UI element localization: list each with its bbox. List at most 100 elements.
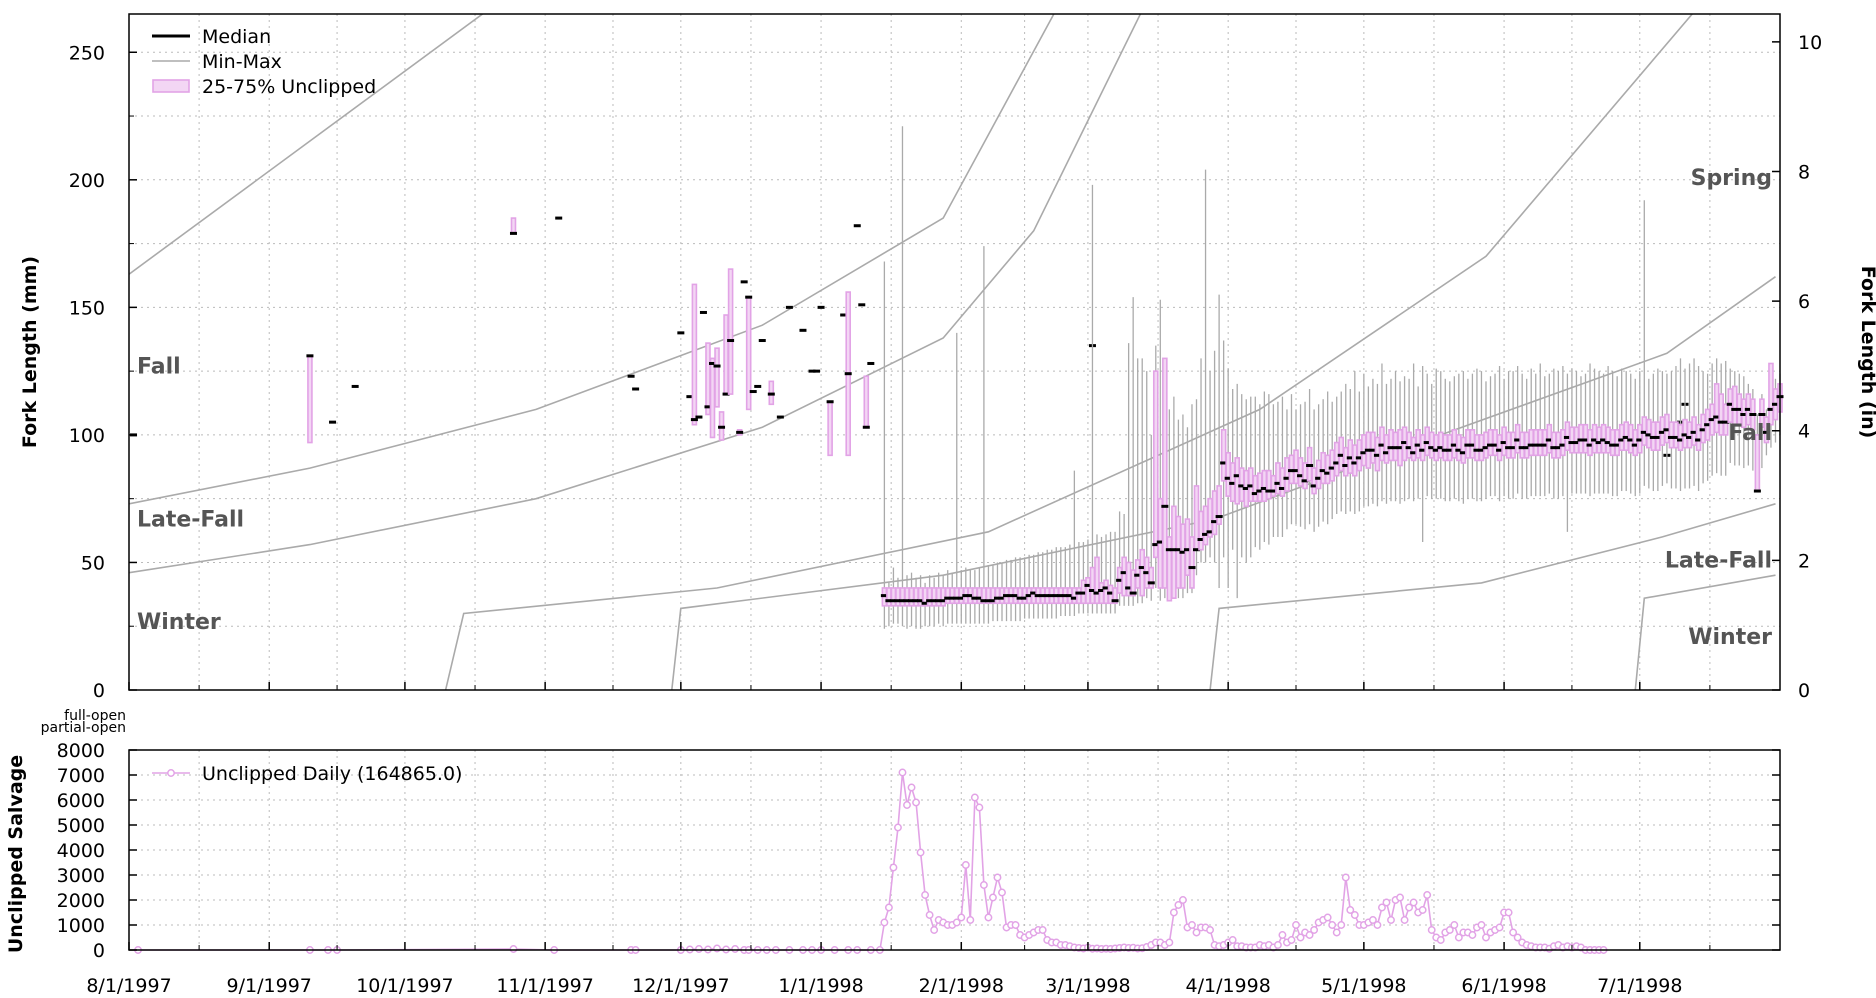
iqr-box (714, 347, 720, 408)
y-axis-title: Fork Length (mm) (19, 256, 41, 448)
iqr-box (1532, 429, 1539, 457)
iqr-box (1320, 451, 1326, 485)
iqr-box (1587, 429, 1593, 457)
salvage-point (1169, 908, 1178, 917)
salvage-point (1188, 921, 1196, 929)
salvage-point (1423, 891, 1432, 899)
salvage-y-tick-label: 6000 (57, 790, 105, 812)
top-plot-frame (128, 13, 1781, 691)
season-label-left: Winter (137, 610, 221, 635)
salvage-point (961, 861, 970, 869)
salvage-point (884, 903, 893, 912)
x-tick-label: 3/1/1998 (1045, 975, 1130, 997)
iqr-box (723, 314, 729, 395)
y-tick-label: 150 (69, 297, 105, 319)
iqr-box (827, 400, 833, 457)
iqr-box (1718, 393, 1724, 436)
salvage-point (988, 893, 997, 902)
iqr-box (1315, 459, 1322, 490)
x-tick-label: 4/1/1998 (1185, 975, 1270, 997)
iqr-box (1437, 431, 1444, 459)
salvage-point (1228, 936, 1237, 944)
salvage-point (1504, 908, 1513, 917)
iqr-box (1121, 556, 1127, 597)
salvage-point (1011, 921, 1020, 929)
iqr-box (1722, 403, 1729, 436)
salvage-y-tick-label: 4000 (57, 840, 105, 862)
season-curve (129, 14, 1055, 505)
season-label-right: Winter (1688, 625, 1772, 650)
iqr-box (1198, 510, 1204, 551)
iqr-box (1112, 587, 1118, 605)
iqr-box (1279, 467, 1286, 497)
iqr-box (1356, 439, 1363, 472)
y-tick-label: 0 (93, 680, 105, 702)
iqr-box (1428, 431, 1435, 459)
iqr-box (1442, 434, 1449, 462)
iqr-box (1284, 457, 1290, 492)
salvage-point (509, 945, 518, 953)
iqr-box (1261, 469, 1268, 503)
iqr-box (1202, 505, 1209, 546)
iqr-box (863, 375, 870, 429)
salvage-point (1332, 928, 1341, 937)
iqr-box (1180, 523, 1186, 589)
salvage-line (138, 772, 1604, 951)
salvage-point (889, 863, 898, 872)
x-tick-label: 5/1/1998 (1321, 975, 1406, 997)
salvage-point (957, 913, 966, 922)
iqr-box (1605, 426, 1611, 454)
season-label-right: Spring (1691, 166, 1772, 191)
legend-salvage-marker (167, 769, 175, 777)
iqr-box (1537, 429, 1544, 457)
y2-tick-label: 0 (1798, 680, 1810, 702)
iqr-box (1768, 362, 1774, 426)
salvage-point (1387, 916, 1395, 924)
salvage-point (1368, 916, 1377, 924)
iqr-box (1148, 566, 1155, 589)
iqr-box (1519, 431, 1525, 459)
iqr-box (1456, 434, 1462, 462)
salvage-point (1287, 936, 1296, 944)
iqr-box (1171, 505, 1177, 599)
iqr-box (1098, 582, 1105, 605)
salvage-point (1482, 933, 1490, 942)
x-tick-label: 7/1/1998 (1597, 975, 1682, 997)
iqr-box (1541, 429, 1548, 457)
iqr-box (890, 587, 897, 607)
salvage-point (1310, 926, 1319, 934)
x-tick-label: 2/1/1998 (919, 975, 1004, 997)
salvage-point (921, 891, 930, 899)
iqr-box (1089, 566, 1096, 605)
y-tick-label: 250 (69, 42, 105, 64)
salvage-point (1427, 926, 1436, 934)
iqr-box (886, 587, 892, 607)
partial-open-label: partial-open (41, 720, 126, 736)
salvage-point (1405, 903, 1414, 912)
iqr-box (1329, 449, 1335, 482)
y2-tick-label: 10 (1798, 32, 1822, 54)
iqr-box (1342, 446, 1349, 477)
x-tick-label: 10/1/1997 (356, 975, 453, 997)
salvage-point (1396, 893, 1404, 902)
iqr-box (949, 587, 956, 605)
salvage-point (1328, 921, 1337, 929)
iqr-box (1731, 385, 1738, 426)
season-curve (129, 14, 1142, 574)
salvage-y-tick-label: 2000 (57, 890, 105, 912)
iqr-box (944, 587, 951, 605)
iqr-box (899, 587, 906, 607)
iqr-box (1293, 449, 1299, 485)
top-axes: 0 50 100 150 200 250 0 2 4 6 8 10 (69, 32, 1822, 702)
iqr-box (1311, 467, 1317, 495)
salvage-point (1400, 916, 1409, 924)
fork-length-panel: 0 50 100 150 200 250 0 2 4 6 8 10 Fall Late-Fall Wint… (19, 13, 1876, 702)
salvage-point (1278, 931, 1287, 939)
x-tick-label: 11/1/1997 (496, 975, 593, 997)
salvage-point (1337, 921, 1346, 929)
iqr-box (1487, 429, 1494, 457)
iqr-box (1211, 490, 1218, 536)
season-label-left: Fall (137, 355, 181, 380)
salvage-point (1418, 906, 1427, 914)
